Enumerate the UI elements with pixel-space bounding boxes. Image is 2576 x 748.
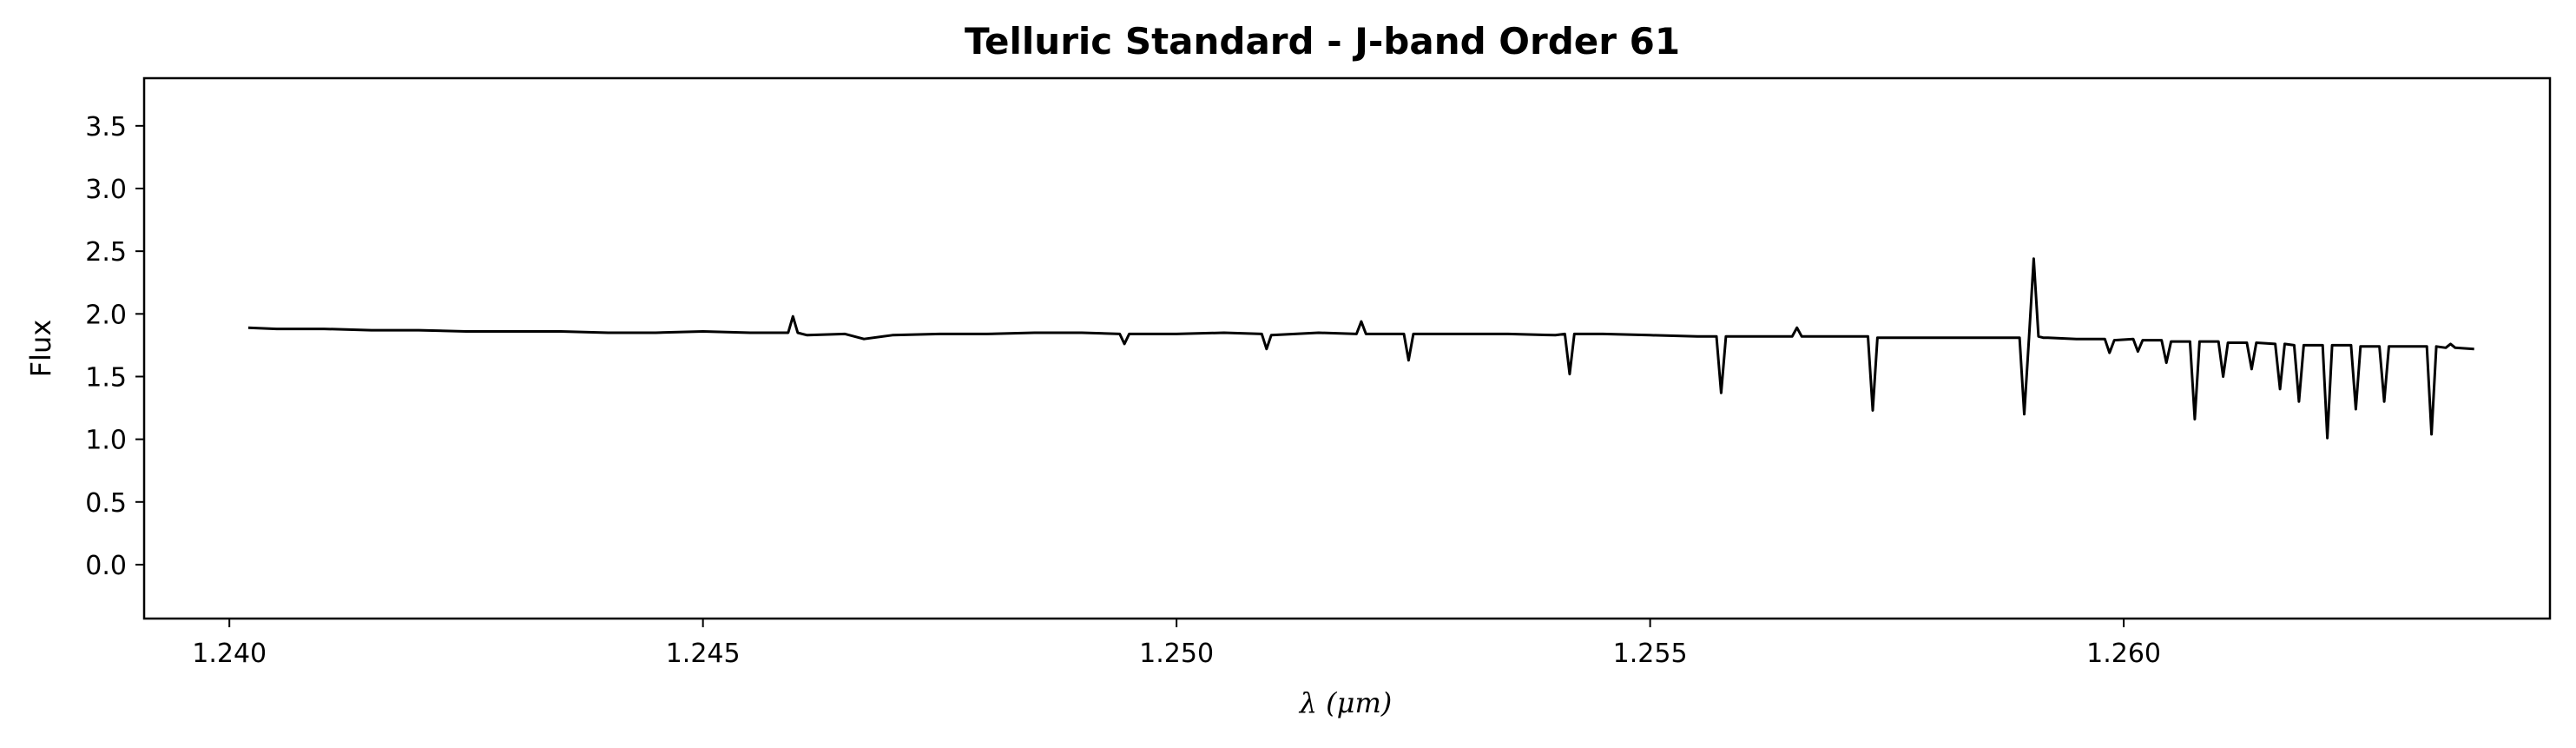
plot-frame xyxy=(142,76,2552,620)
x-axis: 1.240 1.245 1.250 1.255 1.260 xyxy=(192,619,2161,669)
x-tick-label: 1.260 xyxy=(2086,639,2161,669)
y-tick-label: 0.5 xyxy=(85,488,127,519)
y-tick-label: 2.5 xyxy=(85,237,127,268)
chart-title: Telluric Standard - J-band Order 61 xyxy=(965,20,1680,63)
x-tick-label: 1.250 xyxy=(1139,639,1214,669)
y-tick-label: 0.0 xyxy=(85,551,127,581)
x-axis-label: λ (μm) xyxy=(1298,686,1393,719)
y-axis-label: Flux xyxy=(24,320,57,378)
y-tick-label: 1.5 xyxy=(85,362,127,393)
y-tick-label: 3.5 xyxy=(85,112,127,142)
y-tick-label: 2.0 xyxy=(85,300,127,330)
x-tick-label: 1.245 xyxy=(666,639,741,669)
x-tick-label: 1.255 xyxy=(1613,639,1688,669)
spectrum-line xyxy=(247,257,2474,440)
y-tick-label: 1.0 xyxy=(85,426,127,456)
y-tick-label: 3.0 xyxy=(85,175,127,205)
y-axis: 0.0 0.5 1.0 1.5 2.0 2.5 3.0 3.5 xyxy=(85,112,144,581)
x-tick-label: 1.240 xyxy=(192,639,267,669)
